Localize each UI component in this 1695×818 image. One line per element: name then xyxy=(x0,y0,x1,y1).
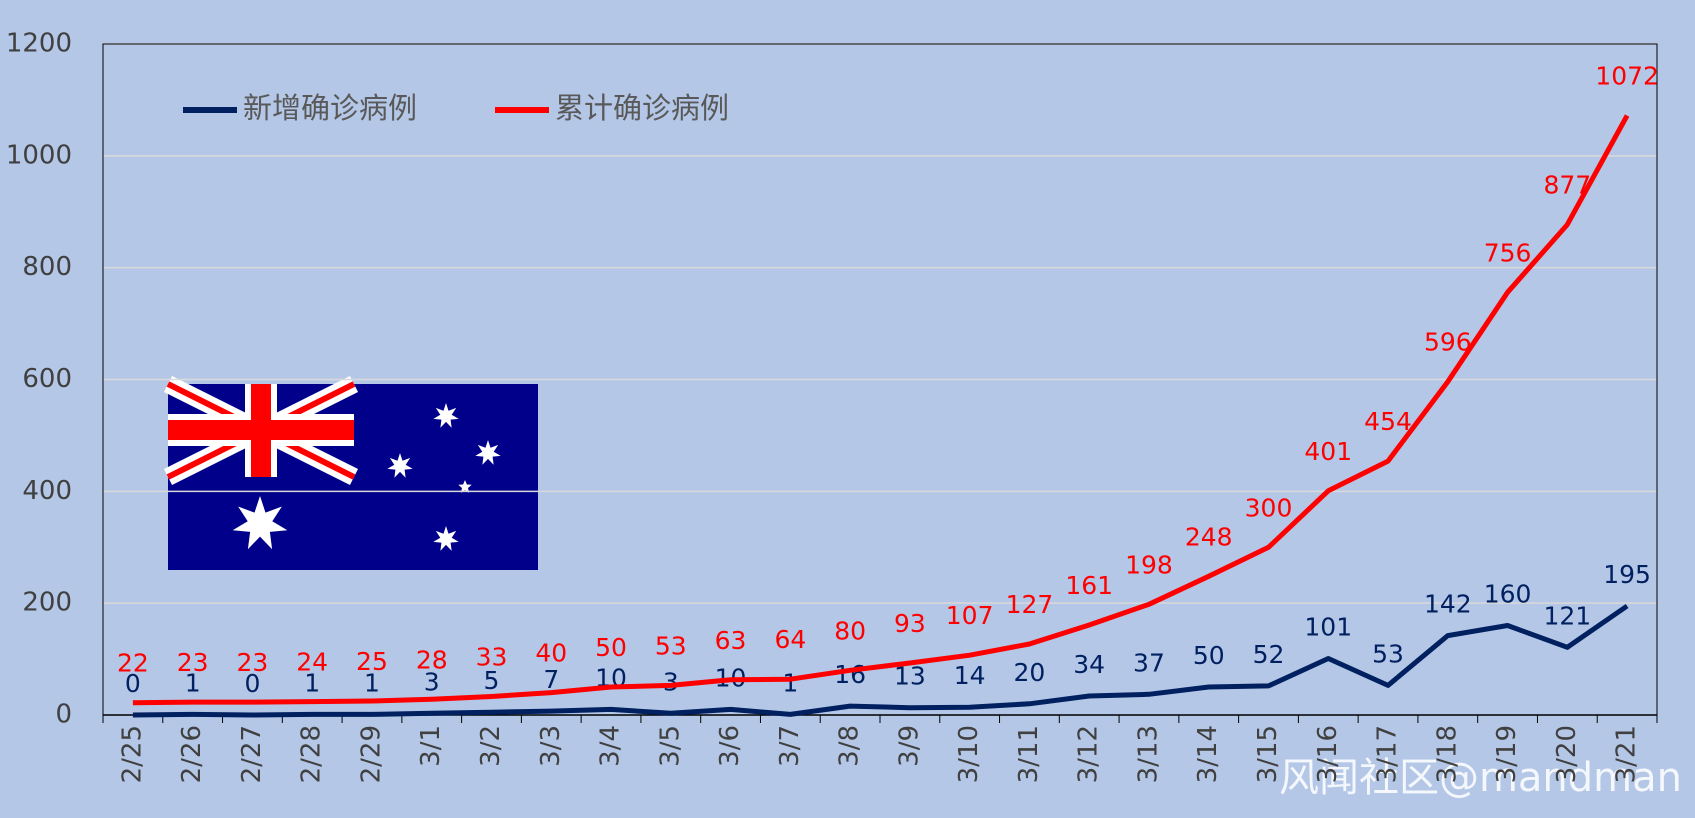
y-tick-label: 1200 xyxy=(6,29,72,59)
x-tick-label: 3/8 xyxy=(835,725,865,767)
data-label: 33 xyxy=(476,643,508,672)
y-tick-label: 1000 xyxy=(6,140,72,170)
data-label: 50 xyxy=(1193,641,1225,670)
data-label: 53 xyxy=(1372,639,1404,668)
x-tick-label: 3/18 xyxy=(1432,725,1462,783)
x-tick-label: 2/28 xyxy=(297,725,327,783)
data-label: 248 xyxy=(1185,522,1233,551)
flag-star xyxy=(475,440,501,465)
x-tick-label: 2/27 xyxy=(237,725,267,783)
data-label: 64 xyxy=(774,625,806,654)
data-label: 80 xyxy=(834,616,866,645)
data-label: 300 xyxy=(1245,493,1293,522)
legend-label: 新增确诊病例 xyxy=(243,91,417,125)
y-tick-label: 600 xyxy=(22,364,72,394)
x-tick-label: 3/10 xyxy=(954,725,984,783)
data-label: 23 xyxy=(177,648,209,677)
data-label: 1072 xyxy=(1595,62,1659,91)
data-label: 161 xyxy=(1065,571,1113,600)
data-label: 25 xyxy=(356,647,388,676)
data-label: 23 xyxy=(237,648,269,677)
data-label: 0 xyxy=(125,669,141,698)
data-label: 20 xyxy=(1014,658,1046,687)
series-line xyxy=(132,603,1629,718)
data-label: 877 xyxy=(1543,171,1591,200)
data-label: 195 xyxy=(1603,560,1651,589)
data-label: 40 xyxy=(535,639,567,668)
x-tick-label: 3/11 xyxy=(1014,725,1044,783)
legend-label: 累计确诊病例 xyxy=(555,91,729,125)
data-label: 14 xyxy=(954,661,986,690)
x-tick-label: 3/5 xyxy=(655,725,685,767)
x-tick-label: 2/25 xyxy=(117,725,147,783)
y-tick-label: 800 xyxy=(22,252,72,282)
data-label: 101 xyxy=(1304,613,1352,642)
data-label: 401 xyxy=(1304,437,1352,466)
x-tick-label: 3/15 xyxy=(1253,725,1283,783)
data-label: 127 xyxy=(1006,590,1054,619)
y-tick-label: 200 xyxy=(22,588,72,618)
watermark: 风闻社区@mandman xyxy=(1279,755,1682,801)
data-label: 28 xyxy=(416,645,448,674)
flag-star xyxy=(433,403,459,428)
data-label: 63 xyxy=(715,626,747,655)
data-label: 1 xyxy=(304,668,320,697)
data-label: 3 xyxy=(424,667,440,696)
data-label: 50 xyxy=(595,633,627,662)
x-tick-label: 2/29 xyxy=(356,725,386,783)
y-tick-label: 0 xyxy=(55,700,72,730)
australian-flag xyxy=(163,375,538,570)
flag-star xyxy=(433,526,459,551)
data-label: 52 xyxy=(1253,640,1285,669)
data-label: 160 xyxy=(1484,580,1532,609)
data-label: 121 xyxy=(1543,601,1591,630)
data-label: 454 xyxy=(1364,407,1412,436)
y-tick-label: 400 xyxy=(22,476,72,506)
x-tick-label: 2/26 xyxy=(177,725,207,783)
data-label: 596 xyxy=(1424,328,1472,357)
x-tick-label: 3/14 xyxy=(1193,725,1223,783)
x-tick-label: 3/13 xyxy=(1133,725,1163,783)
x-tick-label: 3/2 xyxy=(476,725,506,767)
x-tick-label: 3/16 xyxy=(1313,725,1343,783)
x-tick-label: 3/4 xyxy=(596,725,626,767)
data-label: 34 xyxy=(1073,650,1105,679)
data-label: 1 xyxy=(364,668,380,697)
data-label: 53 xyxy=(655,631,687,660)
data-label: 107 xyxy=(946,601,994,630)
data-label: 16 xyxy=(834,660,866,689)
data-label: 7 xyxy=(543,665,559,694)
x-tick-label: 3/20 xyxy=(1552,725,1582,783)
data-label: 24 xyxy=(296,648,328,677)
x-tick-label: 3/3 xyxy=(536,725,566,767)
x-tick-label: 3/9 xyxy=(894,725,924,767)
series-line xyxy=(132,114,1630,706)
data-label: 22 xyxy=(117,649,149,678)
data-label: 5 xyxy=(484,666,500,695)
flag-star xyxy=(458,480,472,493)
data-label: 1 xyxy=(782,668,798,697)
flag-star xyxy=(387,453,413,478)
data-label: 0 xyxy=(244,669,260,698)
x-tick-label: 3/21 xyxy=(1612,725,1642,783)
x-tick-label: 3/19 xyxy=(1492,725,1522,783)
data-label: 3 xyxy=(663,667,679,696)
data-label: 198 xyxy=(1125,550,1173,579)
x-tick-label: 3/12 xyxy=(1074,725,1104,783)
data-label: 756 xyxy=(1484,238,1532,267)
x-tick-label: 3/6 xyxy=(715,725,745,767)
flag-star xyxy=(232,496,288,550)
data-label: 142 xyxy=(1424,590,1472,619)
x-tick-label: 3/7 xyxy=(775,725,805,767)
data-label: 93 xyxy=(894,609,926,638)
data-label: 37 xyxy=(1133,648,1165,677)
x-tick-label: 3/1 xyxy=(416,725,446,767)
data-label: 1 xyxy=(185,668,201,697)
x-tick-label: 3/17 xyxy=(1373,725,1403,783)
